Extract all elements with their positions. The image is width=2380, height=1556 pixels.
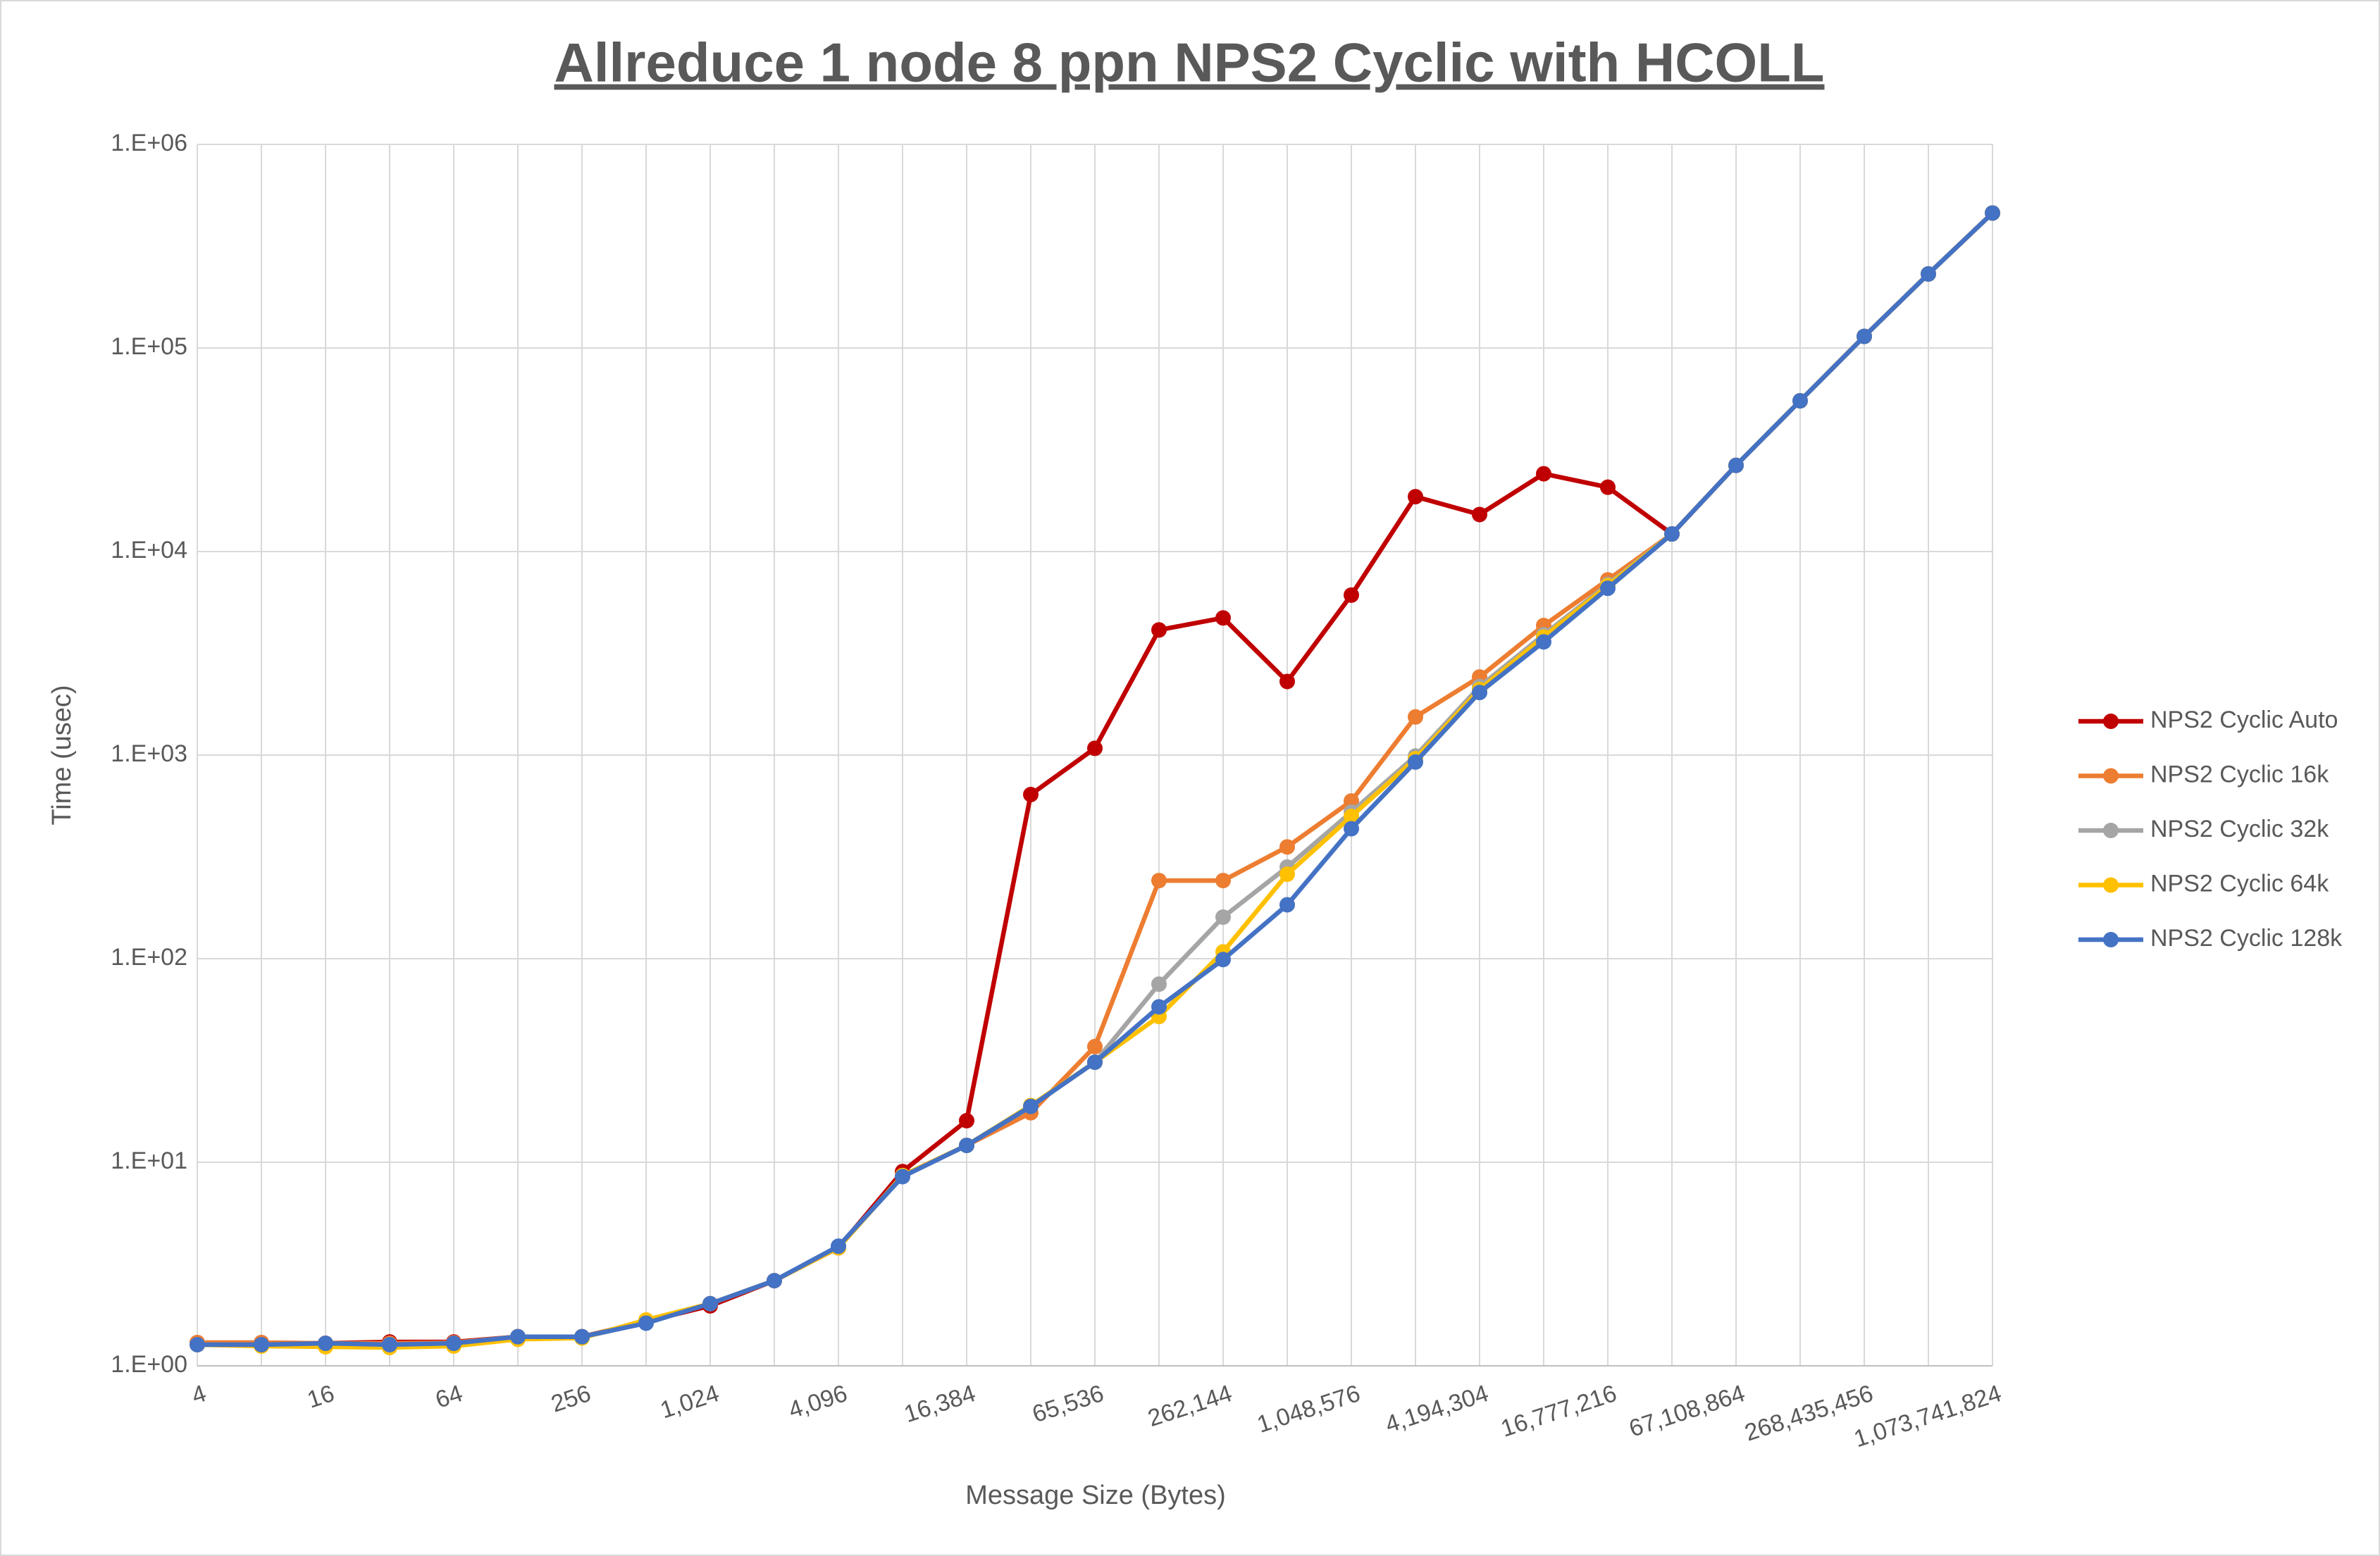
data-point <box>638 1315 654 1331</box>
data-point <box>1151 622 1167 638</box>
data-point <box>1344 587 1359 603</box>
data-point <box>702 1295 718 1312</box>
legend-marker <box>2103 877 2119 893</box>
data-point <box>1023 787 1039 803</box>
data-point <box>382 1337 397 1353</box>
data-point <box>1344 808 1359 824</box>
data-point <box>1472 685 1487 701</box>
data-point <box>1279 673 1295 690</box>
data-point <box>1279 897 1295 913</box>
legend-label: NPS2 Cyclic 32k <box>2150 816 2329 842</box>
y-tick-label: 1.E+02 <box>111 944 187 971</box>
data-point <box>1600 580 1616 597</box>
data-point <box>446 1336 461 1352</box>
data-point <box>254 1337 269 1353</box>
data-point <box>1279 839 1295 855</box>
data-point <box>1023 1098 1039 1114</box>
data-point <box>831 1238 846 1255</box>
data-point <box>1215 909 1231 926</box>
y-tick-label: 1.E+03 <box>111 740 187 767</box>
data-point <box>895 1169 910 1185</box>
data-point <box>1151 999 1167 1015</box>
data-point <box>1087 1054 1103 1070</box>
legend-label: NPS2 Cyclic 64k <box>2150 870 2329 897</box>
data-point <box>1408 754 1423 770</box>
data-point <box>1151 873 1167 889</box>
legend-label: NPS2 Cyclic Auto <box>2150 707 2338 733</box>
data-point <box>510 1328 526 1345</box>
data-point <box>1408 709 1423 725</box>
data-point <box>1215 952 1231 968</box>
legend-label: NPS2 Cyclic 16k <box>2150 761 2329 788</box>
y-tick-label: 1.E+04 <box>111 537 187 564</box>
data-point <box>1857 328 1872 344</box>
data-point <box>318 1336 333 1352</box>
data-point <box>1536 634 1551 650</box>
data-point <box>1087 1038 1103 1054</box>
data-point <box>1408 489 1423 505</box>
y-tick-label: 1.E+06 <box>111 130 187 156</box>
data-point <box>767 1273 782 1289</box>
legend-marker <box>2103 714 2119 729</box>
data-point <box>1344 821 1359 837</box>
data-point <box>1728 457 1744 473</box>
data-point <box>1792 393 1808 409</box>
data-point <box>1344 793 1359 809</box>
data-point <box>959 1138 974 1154</box>
data-point <box>1921 266 1936 282</box>
data-point <box>1215 873 1231 889</box>
legend-marker <box>2103 932 2119 947</box>
data-point <box>1151 976 1167 992</box>
data-point <box>1600 479 1616 495</box>
chart-title: Allreduce 1 node 8 ppn NPS2 Cyclic with … <box>554 32 1825 94</box>
data-point <box>1664 526 1680 542</box>
y-tick-label: 1.E+05 <box>111 333 187 360</box>
y-tick-label: 1.E+01 <box>111 1147 187 1174</box>
data-point <box>574 1328 590 1345</box>
data-point <box>1087 740 1103 757</box>
y-axis-label: Time (usec) <box>47 685 77 825</box>
data-point <box>190 1337 205 1353</box>
legend-marker <box>2103 823 2119 838</box>
legend-marker <box>2103 768 2119 784</box>
y-tick-label: 1.E+00 <box>111 1351 187 1378</box>
x-axis-label: Message Size (Bytes) <box>965 1481 1226 1510</box>
legend-label: NPS2 Cyclic 128k <box>2150 925 2343 952</box>
data-point <box>1536 466 1551 482</box>
data-point <box>1985 205 2000 221</box>
data-point <box>1279 866 1295 883</box>
data-point <box>1472 506 1487 523</box>
data-point <box>959 1113 974 1129</box>
data-point <box>1215 610 1231 626</box>
